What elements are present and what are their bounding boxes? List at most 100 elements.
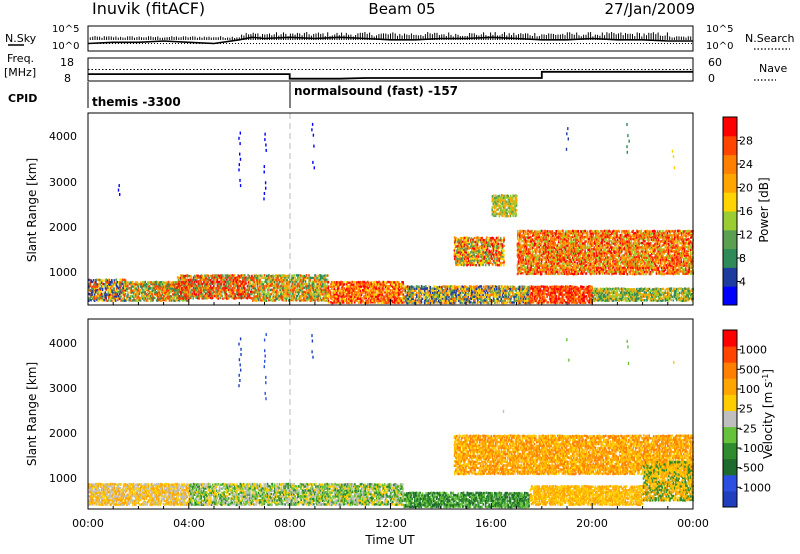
power-cell: [295, 280, 297, 283]
power-cell: [489, 239, 491, 242]
power-cell: [287, 299, 290, 302]
power-cell: [265, 286, 268, 289]
power-cell: [548, 230, 551, 233]
freq-panel: Freq. [MHz] 18 8 60 0 Nave: [4, 52, 787, 85]
power-cell: [476, 249, 479, 252]
power-cell: [347, 285, 349, 288]
power-cell: [327, 293, 330, 296]
power-cell: [240, 295, 243, 298]
power-cell: [107, 291, 110, 294]
power-cell: [313, 293, 316, 296]
power-cell: [467, 263, 469, 266]
power-cell: [488, 240, 490, 244]
power-cell: [461, 246, 464, 250]
power-cell: [488, 257, 490, 261]
power-cell: [190, 276, 192, 279]
power-cell: [481, 245, 483, 248]
power-cell: [285, 299, 287, 302]
power-cell: [222, 288, 225, 291]
power-cell: [198, 276, 200, 279]
power-cell: [190, 278, 192, 282]
power-cell: [175, 290, 177, 294]
power-cell: [402, 293, 405, 296]
power-cell: [222, 286, 224, 290]
power-cell: [453, 299, 456, 302]
power-cell: [379, 295, 381, 298]
power-cell: [315, 288, 317, 292]
power-cell: [183, 286, 185, 290]
power-cell: [307, 291, 309, 294]
power-cell: [318, 287, 321, 290]
power-cell: [403, 301, 405, 304]
power-cell: [117, 290, 120, 294]
power-cell: [509, 202, 512, 206]
power-cell: [544, 262, 547, 265]
power-cell: [403, 289, 405, 293]
power-cell: [337, 299, 340, 303]
power-cell: [256, 282, 259, 286]
power-cell: [409, 299, 411, 302]
power-cell: [213, 284, 215, 287]
power-cell: [91, 293, 93, 296]
power-cell: [514, 299, 517, 302]
power-cell: [464, 287, 466, 291]
power-cell: [168, 285, 171, 288]
power-cell: [104, 283, 106, 286]
power-cell: [311, 297, 314, 300]
power-cell: [331, 285, 333, 289]
power-cell: [543, 254, 545, 257]
power-cell: [99, 295, 102, 298]
power-cell: [540, 244, 542, 247]
power-cell: [247, 289, 250, 292]
power-cell: [527, 289, 529, 293]
power-cell: [119, 291, 122, 294]
power-cell: [398, 299, 401, 303]
power-cell: [524, 232, 527, 235]
power-cell: [265, 299, 268, 302]
power-cell: [506, 196, 509, 199]
power-cell: [216, 284, 219, 287]
power-cell: [158, 287, 161, 290]
power-cell: [197, 297, 199, 300]
power-cell: [492, 237, 495, 240]
power-cell: [447, 299, 449, 302]
power-cell: [508, 287, 511, 290]
power-cell: [445, 285, 448, 288]
power-cell: [359, 287, 362, 290]
power-cell: [110, 293, 112, 296]
power-cell: [352, 289, 355, 292]
power-cell: [445, 289, 448, 292]
power-cell: [441, 290, 443, 293]
power-cell: [175, 281, 177, 284]
power-cell: [459, 250, 462, 254]
power-cell: [101, 282, 104, 286]
power-cell: [294, 279, 297, 282]
power-cell: [351, 292, 354, 296]
power-cell: [143, 295, 145, 298]
power-cell: [380, 283, 382, 286]
power-cell: [220, 289, 222, 292]
power-cell: [278, 282, 281, 285]
power-cell: [537, 256, 539, 259]
power-cell: [244, 278, 246, 281]
power-cell: [159, 295, 162, 298]
power-cell: [475, 285, 477, 288]
power-cell: [214, 287, 216, 290]
power-cell: [513, 293, 515, 296]
power-cell: [536, 232, 539, 235]
power-cell: [536, 260, 538, 263]
power-cell: [467, 245, 470, 248]
power-cell: [508, 200, 511, 203]
power-cell: [485, 253, 488, 256]
power-cell: [507, 287, 509, 290]
power-cell: [540, 261, 543, 265]
power-cell: [505, 285, 508, 288]
power-cell: [201, 278, 204, 281]
power-cell: [449, 289, 451, 292]
power-cell: [266, 282, 269, 285]
power-cell: [429, 291, 432, 295]
power-cell: [186, 274, 189, 277]
power-cell: [500, 214, 503, 217]
power-cell: [516, 291, 519, 295]
power-cell: [519, 287, 521, 291]
